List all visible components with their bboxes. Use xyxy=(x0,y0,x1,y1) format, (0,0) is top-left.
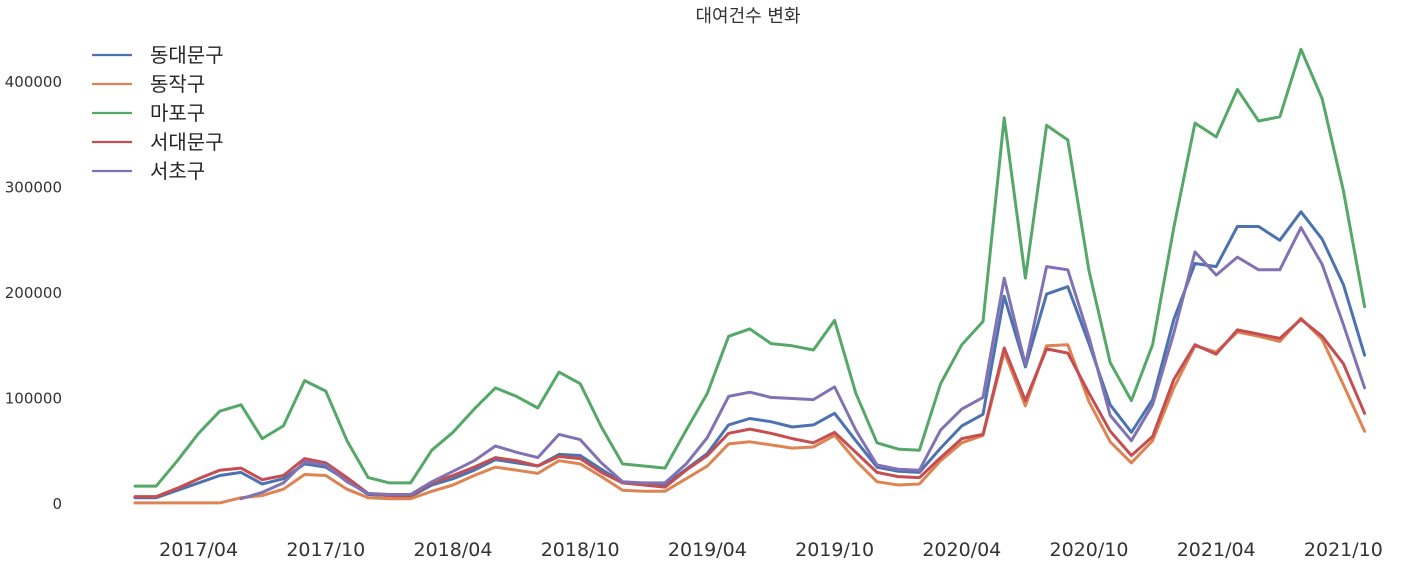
series-line xyxy=(133,47,1367,488)
series-line xyxy=(133,316,1367,505)
y-tick-label: 100000 xyxy=(5,390,62,408)
series-line xyxy=(133,317,1367,499)
series-line xyxy=(239,226,1367,501)
x-axis-ticks: 2017/04 2017/10 2018/04 2018/10 2019/04 2019/… xyxy=(159,539,1383,561)
x-tick-label: 2017/04 xyxy=(159,539,238,561)
x-tick-label: 2017/10 xyxy=(286,539,365,561)
legend-label: 서초구 xyxy=(150,159,205,183)
y-axis-ticks: 0 100000 200000 300000 400000 xyxy=(5,73,62,513)
series-lines xyxy=(133,47,1367,505)
x-tick-label: 2019/10 xyxy=(795,539,874,561)
y-tick-label: 200000 xyxy=(5,284,62,302)
y-tick-label: 400000 xyxy=(5,73,62,91)
legend-label: 동작구 xyxy=(150,72,205,96)
x-tick-label: 2021/04 xyxy=(1177,539,1256,561)
x-tick-label: 2020/04 xyxy=(922,539,1001,561)
x-tick-label: 2019/04 xyxy=(668,539,747,561)
y-tick-label: 0 xyxy=(52,495,62,513)
x-tick-label: 2018/04 xyxy=(414,539,493,561)
x-tick-label: 2021/10 xyxy=(1304,539,1383,561)
chart-title: 대여건수 변화 xyxy=(695,6,800,27)
series-line xyxy=(133,210,1367,500)
x-tick-label: 2018/10 xyxy=(541,539,620,561)
legend-label: 동대문구 xyxy=(150,43,224,67)
legend-label: 마포구 xyxy=(150,101,205,125)
y-tick-label: 300000 xyxy=(5,179,62,197)
legend-label: 서대문구 xyxy=(150,130,224,154)
x-tick-label: 2020/10 xyxy=(1050,539,1129,561)
